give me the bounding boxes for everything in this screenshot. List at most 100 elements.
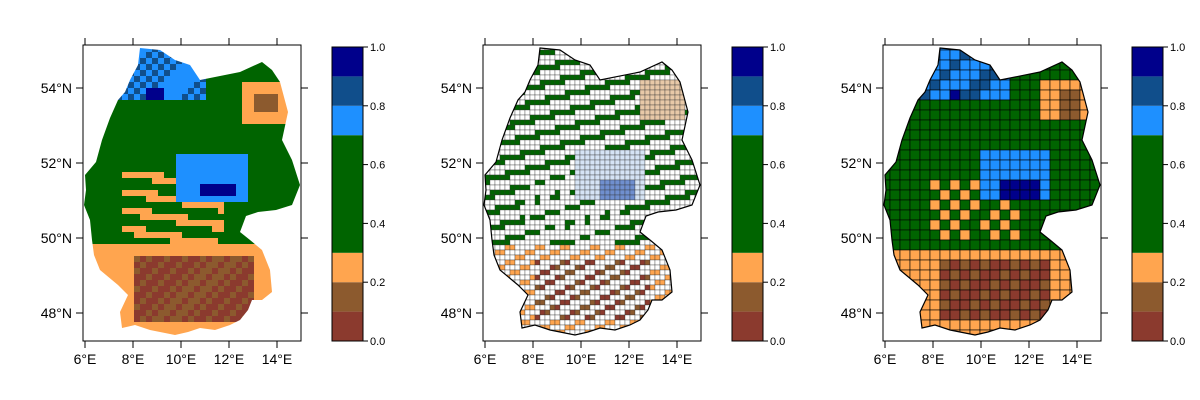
map-cell [200,244,206,250]
map-cell [182,112,188,118]
map-cell [559,174,566,181]
map-cell [619,94,626,101]
map-cell [182,268,188,274]
map-cell [278,286,284,292]
map-cell [260,190,266,196]
map-cell [302,52,308,58]
map-cell [499,54,506,61]
map-cell [164,238,170,244]
map-cell [659,184,666,191]
map-cell [569,319,576,326]
map-cell [494,174,501,181]
map-cell [110,310,116,316]
map-cell [639,319,646,326]
map-cell [140,334,146,335]
map-cell [188,76,194,82]
map-cell [659,159,666,166]
map-cell [254,148,260,154]
map-cell [639,279,646,286]
map-cell [290,178,296,184]
map-cell [182,226,188,232]
map-cell [694,279,700,286]
map-cell [122,202,128,208]
map-cell [649,309,656,316]
map-cell [254,178,260,184]
map-cell [654,74,661,81]
map-cell [230,172,236,178]
map-cell [579,204,586,211]
map-cell [514,164,521,171]
map-cell [170,316,176,322]
map-cell [689,244,696,251]
map-cell [489,84,496,91]
map-cell [236,94,242,100]
map-cell [134,166,140,172]
map-cell [654,54,661,61]
map-cell [514,169,521,176]
map-cell [629,109,636,116]
map-cell [278,214,284,220]
map-cell [194,100,200,106]
map-cell [604,59,611,66]
map-cell [599,294,606,301]
colorbar-label: 1.0 [370,42,385,54]
map-cell [589,264,596,271]
map-cell [524,64,531,71]
map-cell [584,309,591,316]
map-cell [236,196,242,202]
map-cell [128,274,134,280]
map-cell [176,52,182,58]
map-cell [609,149,616,156]
map-cell [170,148,176,154]
map-cell [949,69,961,81]
map-cell [569,219,576,226]
map-cell [674,129,681,136]
map-cell [302,214,308,220]
map-cell [654,319,661,326]
map-cell [624,234,631,241]
map-cell [158,58,164,64]
map-cell [594,169,601,176]
map-cell [509,184,516,191]
map-cell [664,94,671,101]
map-cell [609,129,616,136]
map-cell [122,178,128,184]
map-cell [489,54,496,61]
map-cell [236,232,242,238]
map-cell [170,94,176,100]
map-cell [609,279,616,286]
map-cell [218,226,224,232]
map-cell [569,274,576,281]
map-cell [544,69,551,76]
map-cell [290,136,296,142]
map-cell [649,49,656,56]
map-cell [230,112,236,118]
map-cell [524,199,531,206]
map-cell [554,324,561,331]
map-cell [590,40,595,45]
map-cell [654,219,661,226]
map-cell [104,82,110,88]
map-cell [569,94,576,101]
map-cell [146,268,152,274]
map-cell [694,219,700,226]
map-cell [689,334,696,335]
map-cell [659,99,666,106]
map-cell [655,40,660,45]
map-cell [509,149,516,156]
map-cell [134,190,140,196]
map-cell [549,79,556,86]
map-cell [230,232,236,238]
map-cell [230,124,236,130]
map-cell [170,322,176,328]
map-cell [929,99,941,111]
map-cell [589,254,596,261]
map-cell [509,134,516,141]
map-cell [134,196,140,202]
map-cell [224,274,230,280]
map-cell [98,136,104,142]
map-cell [524,144,531,151]
map-cell [128,208,134,214]
map-cell [574,234,581,241]
map-cell [152,208,158,214]
